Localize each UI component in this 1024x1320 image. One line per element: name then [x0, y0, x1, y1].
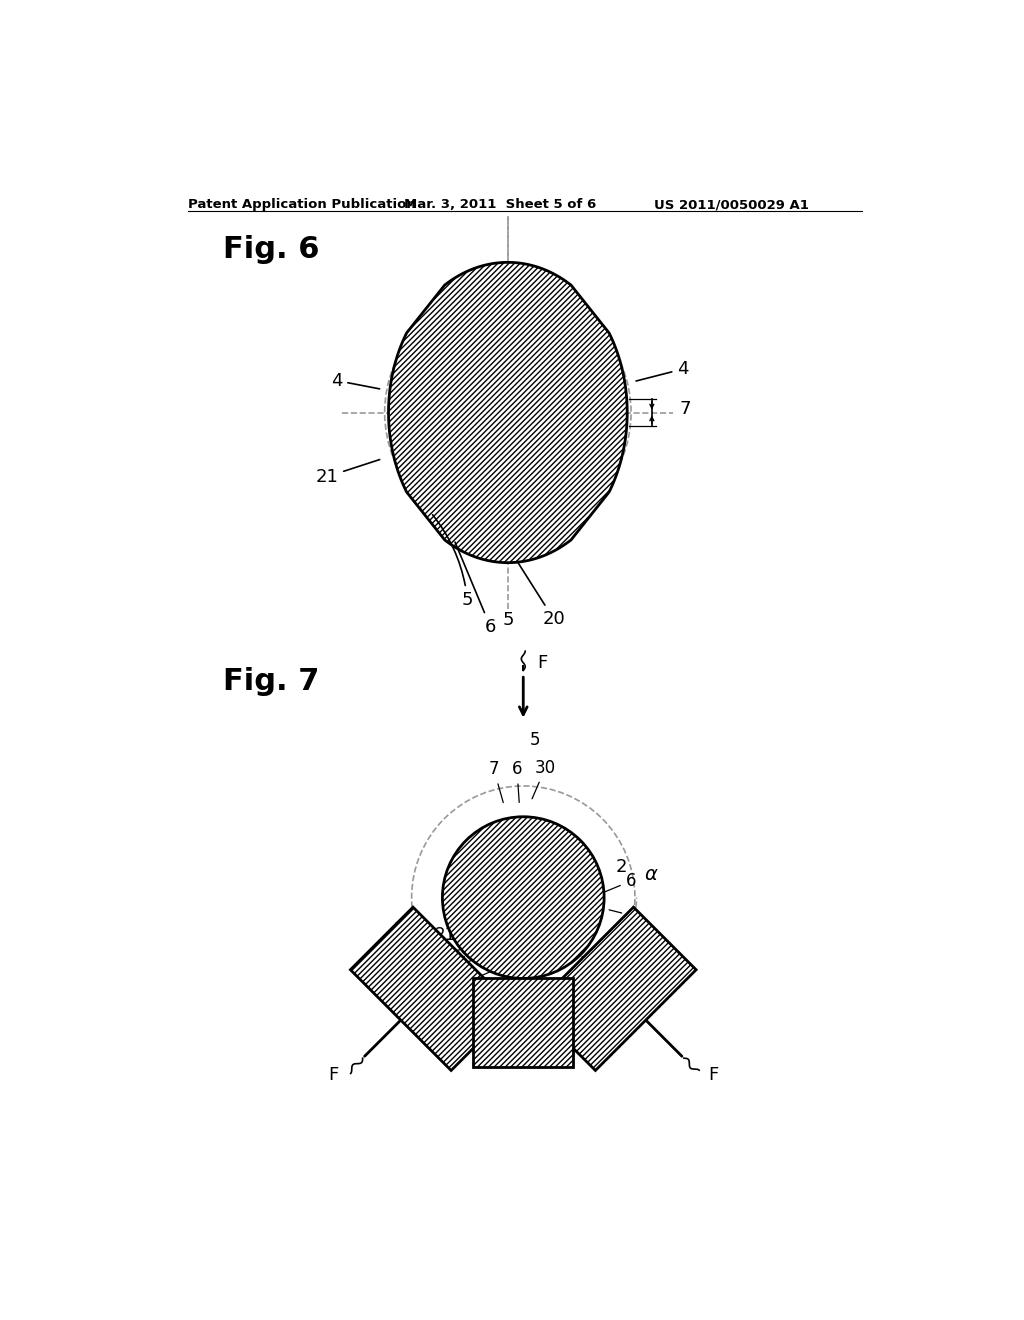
Text: Patent Application Publication: Patent Application Publication — [188, 198, 416, 211]
Text: 6: 6 — [455, 543, 497, 636]
Text: $\alpha$: $\alpha$ — [644, 865, 658, 884]
Text: 7: 7 — [680, 400, 691, 417]
Text: F: F — [328, 1067, 338, 1084]
Text: 21: 21 — [315, 459, 380, 486]
Text: 4: 4 — [609, 907, 638, 925]
Polygon shape — [532, 907, 696, 1071]
Text: US 2011/0050029 A1: US 2011/0050029 A1 — [654, 198, 809, 211]
Text: 21: 21 — [435, 925, 474, 944]
Text: 5: 5 — [529, 731, 540, 748]
Text: 5: 5 — [432, 515, 473, 609]
Text: Fig. 7: Fig. 7 — [223, 667, 319, 696]
Text: 2: 2 — [615, 858, 627, 875]
Text: 6: 6 — [603, 873, 636, 892]
Text: 20: 20 — [517, 561, 565, 628]
Polygon shape — [473, 978, 573, 1067]
Text: 5: 5 — [446, 972, 489, 998]
Text: 7: 7 — [488, 760, 503, 803]
Text: 20: 20 — [446, 991, 498, 1018]
Text: 4: 4 — [442, 957, 482, 978]
Polygon shape — [350, 907, 514, 1071]
Polygon shape — [388, 263, 628, 562]
Text: 17: 17 — [416, 994, 468, 1011]
Text: Fig. 6: Fig. 6 — [223, 235, 319, 264]
Text: 30: 30 — [532, 759, 556, 799]
Circle shape — [442, 817, 604, 978]
Text: 4: 4 — [636, 360, 689, 381]
Text: Mar. 3, 2011  Sheet 5 of 6: Mar. 3, 2011 Sheet 5 of 6 — [403, 198, 596, 211]
Text: F: F — [538, 653, 548, 672]
Text: 4: 4 — [331, 371, 380, 389]
Text: 5: 5 — [502, 611, 514, 630]
Text: 6: 6 — [438, 945, 478, 964]
Text: 5: 5 — [393, 921, 416, 964]
Text: 6: 6 — [512, 760, 522, 803]
Text: F: F — [709, 1067, 719, 1084]
